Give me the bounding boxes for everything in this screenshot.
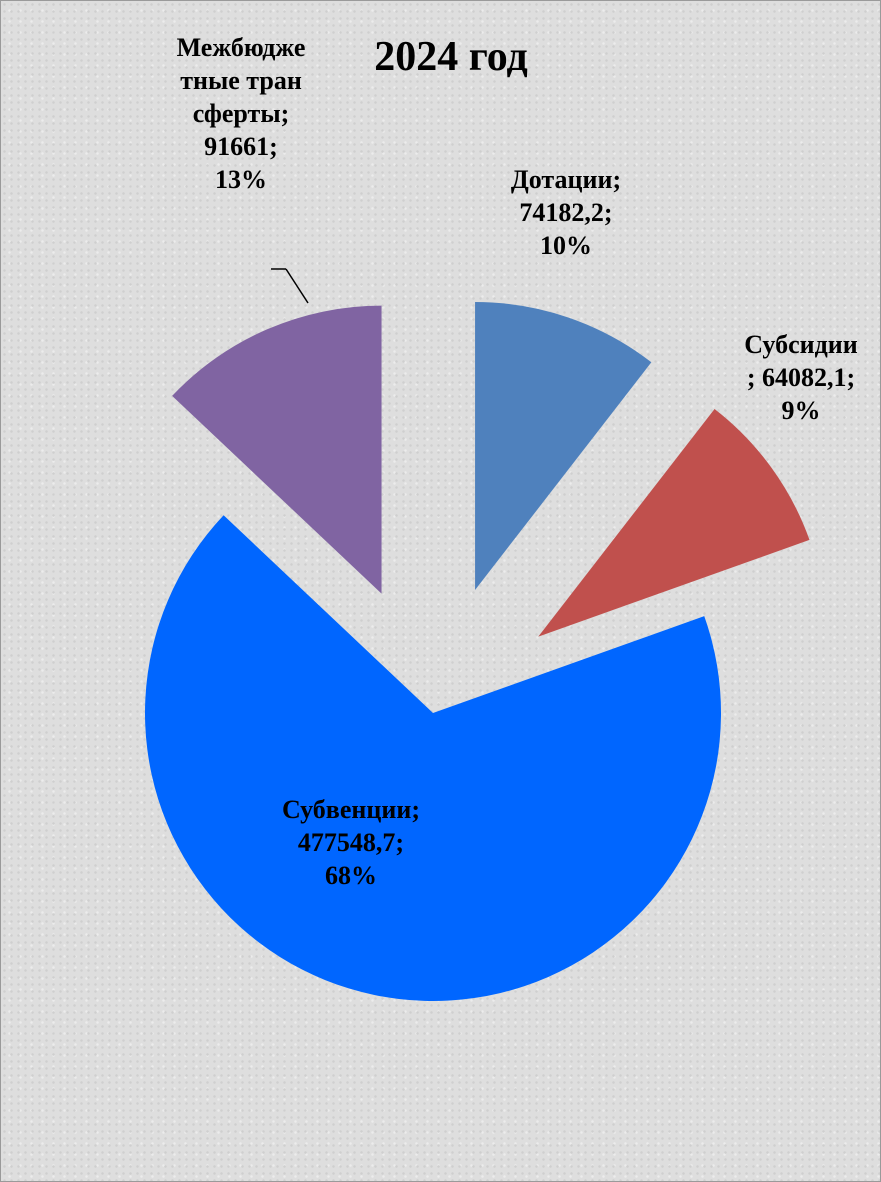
label-separator: ; [603,198,613,227]
label-value: 477548,7 [297,828,396,857]
label-separator: ; [395,828,405,857]
pie-slice [538,408,810,637]
label-separator: ; [846,363,856,392]
label-percent: 10% [540,231,592,260]
label-percent: 68% [325,861,377,890]
leader-line [285,268,309,304]
pie-slice [172,305,382,594]
label-separator: ; [411,795,420,824]
label-category: Дотации [510,165,613,194]
label-category: Субвенции [282,795,412,824]
data-label: Субсидии ; 64082,1; 9% [716,328,881,427]
data-label: Субвенции; 477548,7; 68% [251,793,451,892]
data-label: Межбюджетные трансферты; 91661; 13% [166,31,316,196]
data-label: Дотации; 74182,2; 10% [481,163,651,262]
label-separator: ; [746,363,756,392]
label-category: Межбюджетные трансферты [176,33,306,128]
label-value: 74182,2 [519,198,604,227]
label-separator: ; [269,132,278,161]
chart-title: 2024 год [374,34,528,80]
label-separator: ; [280,99,290,128]
label-separator: ; [612,165,622,194]
pie-slice [145,515,721,1002]
label-value: 64082,1 [762,363,847,392]
label-value: 91661 [204,132,270,161]
label-category: Субсидии [744,330,858,359]
label-percent: 9% [781,396,821,425]
pie-slice [475,301,652,590]
label-percent: 13% [215,165,267,194]
